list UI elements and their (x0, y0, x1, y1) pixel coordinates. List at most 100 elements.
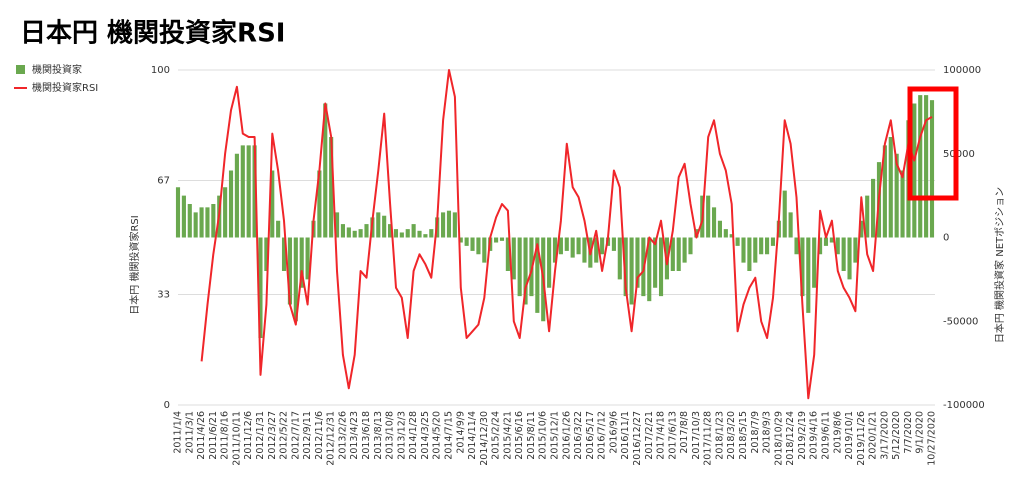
bar (688, 237, 693, 255)
bar (452, 212, 457, 238)
x-tick-label: 2012/9/11 (302, 411, 313, 460)
bar (782, 190, 787, 238)
bar (181, 195, 186, 238)
bar (882, 145, 887, 238)
bar (517, 237, 522, 297)
bar (246, 145, 251, 238)
x-tick-label: 9/1/2020 (915, 411, 926, 454)
bar (635, 237, 640, 288)
x-tick-label: 2015/10/6 (538, 411, 549, 460)
x-tick-label: 2018/7/9 (750, 411, 761, 454)
line (200, 69, 933, 400)
bar (770, 237, 776, 246)
bar (299, 237, 304, 288)
bar (847, 237, 852, 280)
x-tick-label: 2013/8/13 (373, 411, 384, 460)
bar (494, 237, 499, 243)
x-tick-label: 2012/3/27 (267, 411, 278, 460)
bar (464, 237, 469, 246)
x-tick-label: 3/17/2020 (879, 411, 890, 460)
bar (329, 137, 334, 238)
y-axis-label: 日本円 機関投資家RSI (128, 215, 141, 314)
bar (865, 195, 870, 238)
bar (199, 207, 204, 238)
bar (647, 237, 652, 302)
x-tick-label: 2015/2/24 (491, 411, 502, 460)
x-tick-label: 5/12/2020 (891, 411, 902, 460)
x-tick-label: 2016/5/17 (585, 411, 596, 460)
bar (558, 237, 563, 255)
bar (175, 187, 181, 238)
bar (788, 212, 793, 238)
bar (564, 237, 569, 251)
x-tick-label: 2016/11/1 (620, 411, 631, 460)
bar (582, 237, 587, 263)
bar (747, 237, 752, 271)
x-tick-label: 2019/2/19 (797, 411, 808, 460)
bar (293, 237, 298, 322)
bar (829, 237, 834, 243)
x-tick-label: 2017/11/28 (703, 411, 714, 466)
x-tick-label: 2014/7/15 (443, 411, 454, 460)
bar (658, 237, 664, 297)
bar (205, 207, 210, 238)
x-tick-label: 2014/9/9 (455, 411, 466, 454)
y2-tick-label: 0 (943, 233, 949, 244)
bar (252, 145, 257, 238)
bar (441, 212, 446, 238)
x-tick-label: 2015/6/16 (514, 411, 525, 460)
bar (552, 237, 558, 263)
bar (228, 170, 234, 238)
x-tick-label: 2017/10/3 (691, 411, 702, 460)
x-tick-label: 2016/1/26 (561, 411, 572, 460)
bar (617, 237, 622, 280)
x-tick-label: 2019/11/26 (856, 411, 867, 466)
x-tick-label: 2020/1/21 (868, 411, 879, 460)
bar (264, 237, 269, 271)
x-tick-label: 2018/1/23 (714, 411, 725, 460)
chart-title: 日本円 機関投資家RSI (20, 18, 285, 49)
bar (711, 207, 717, 238)
x-tick-label: 2013/4/23 (349, 411, 360, 460)
x-tick-label: 2012/12/31 (326, 411, 337, 466)
x-tick-label: 2017/4/18 (656, 411, 667, 460)
bar (346, 227, 351, 238)
bar (382, 215, 387, 238)
x-tick-label: 2014/1/28 (408, 411, 419, 460)
bar (629, 237, 634, 305)
x-tick-label: 2013/12/3 (396, 411, 407, 460)
bar (446, 210, 452, 238)
x-tick-label: 2013/10/8 (385, 411, 396, 460)
bar (458, 237, 463, 243)
bar (871, 178, 876, 238)
x-tick-label: 2016/12/27 (632, 411, 643, 466)
x-tick-label: 2019/8/6 (832, 411, 843, 454)
x-tick-label: 2019/4/16 (809, 411, 820, 460)
bar (476, 237, 481, 255)
y-tick-label: 33 (157, 289, 170, 300)
y2-tick-label: -50000 (943, 316, 978, 327)
bar (352, 230, 357, 238)
bar (405, 229, 410, 238)
bar (706, 195, 711, 238)
bar (211, 204, 216, 238)
bar (223, 187, 228, 238)
bar (894, 153, 899, 238)
bar (376, 212, 381, 238)
bar (794, 237, 799, 255)
y2-tick-label: 100000 (943, 65, 981, 76)
bar (270, 170, 275, 238)
x-tick-label: 2018/12/24 (785, 411, 796, 466)
bar (723, 229, 728, 238)
bar (800, 237, 805, 297)
x-tick-label: 2011/12/6 (243, 411, 254, 460)
x-tick-label: 2011/4/26 (196, 411, 207, 460)
bar (429, 229, 434, 238)
x-tick-label: 2019/10/1 (844, 411, 855, 460)
x-tick-label: 2011/8/16 (220, 411, 231, 460)
bar (323, 103, 328, 238)
bar (765, 237, 770, 255)
y-tick-label: 67 (157, 176, 170, 187)
legend-swatch (16, 65, 25, 74)
